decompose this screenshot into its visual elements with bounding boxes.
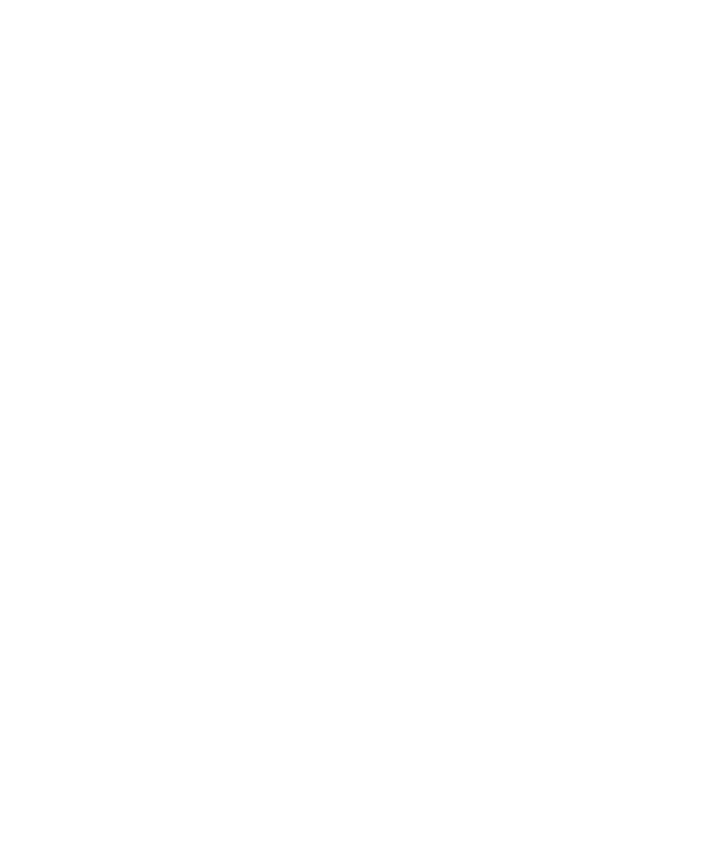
Bar: [8, 839, 718, 843]
